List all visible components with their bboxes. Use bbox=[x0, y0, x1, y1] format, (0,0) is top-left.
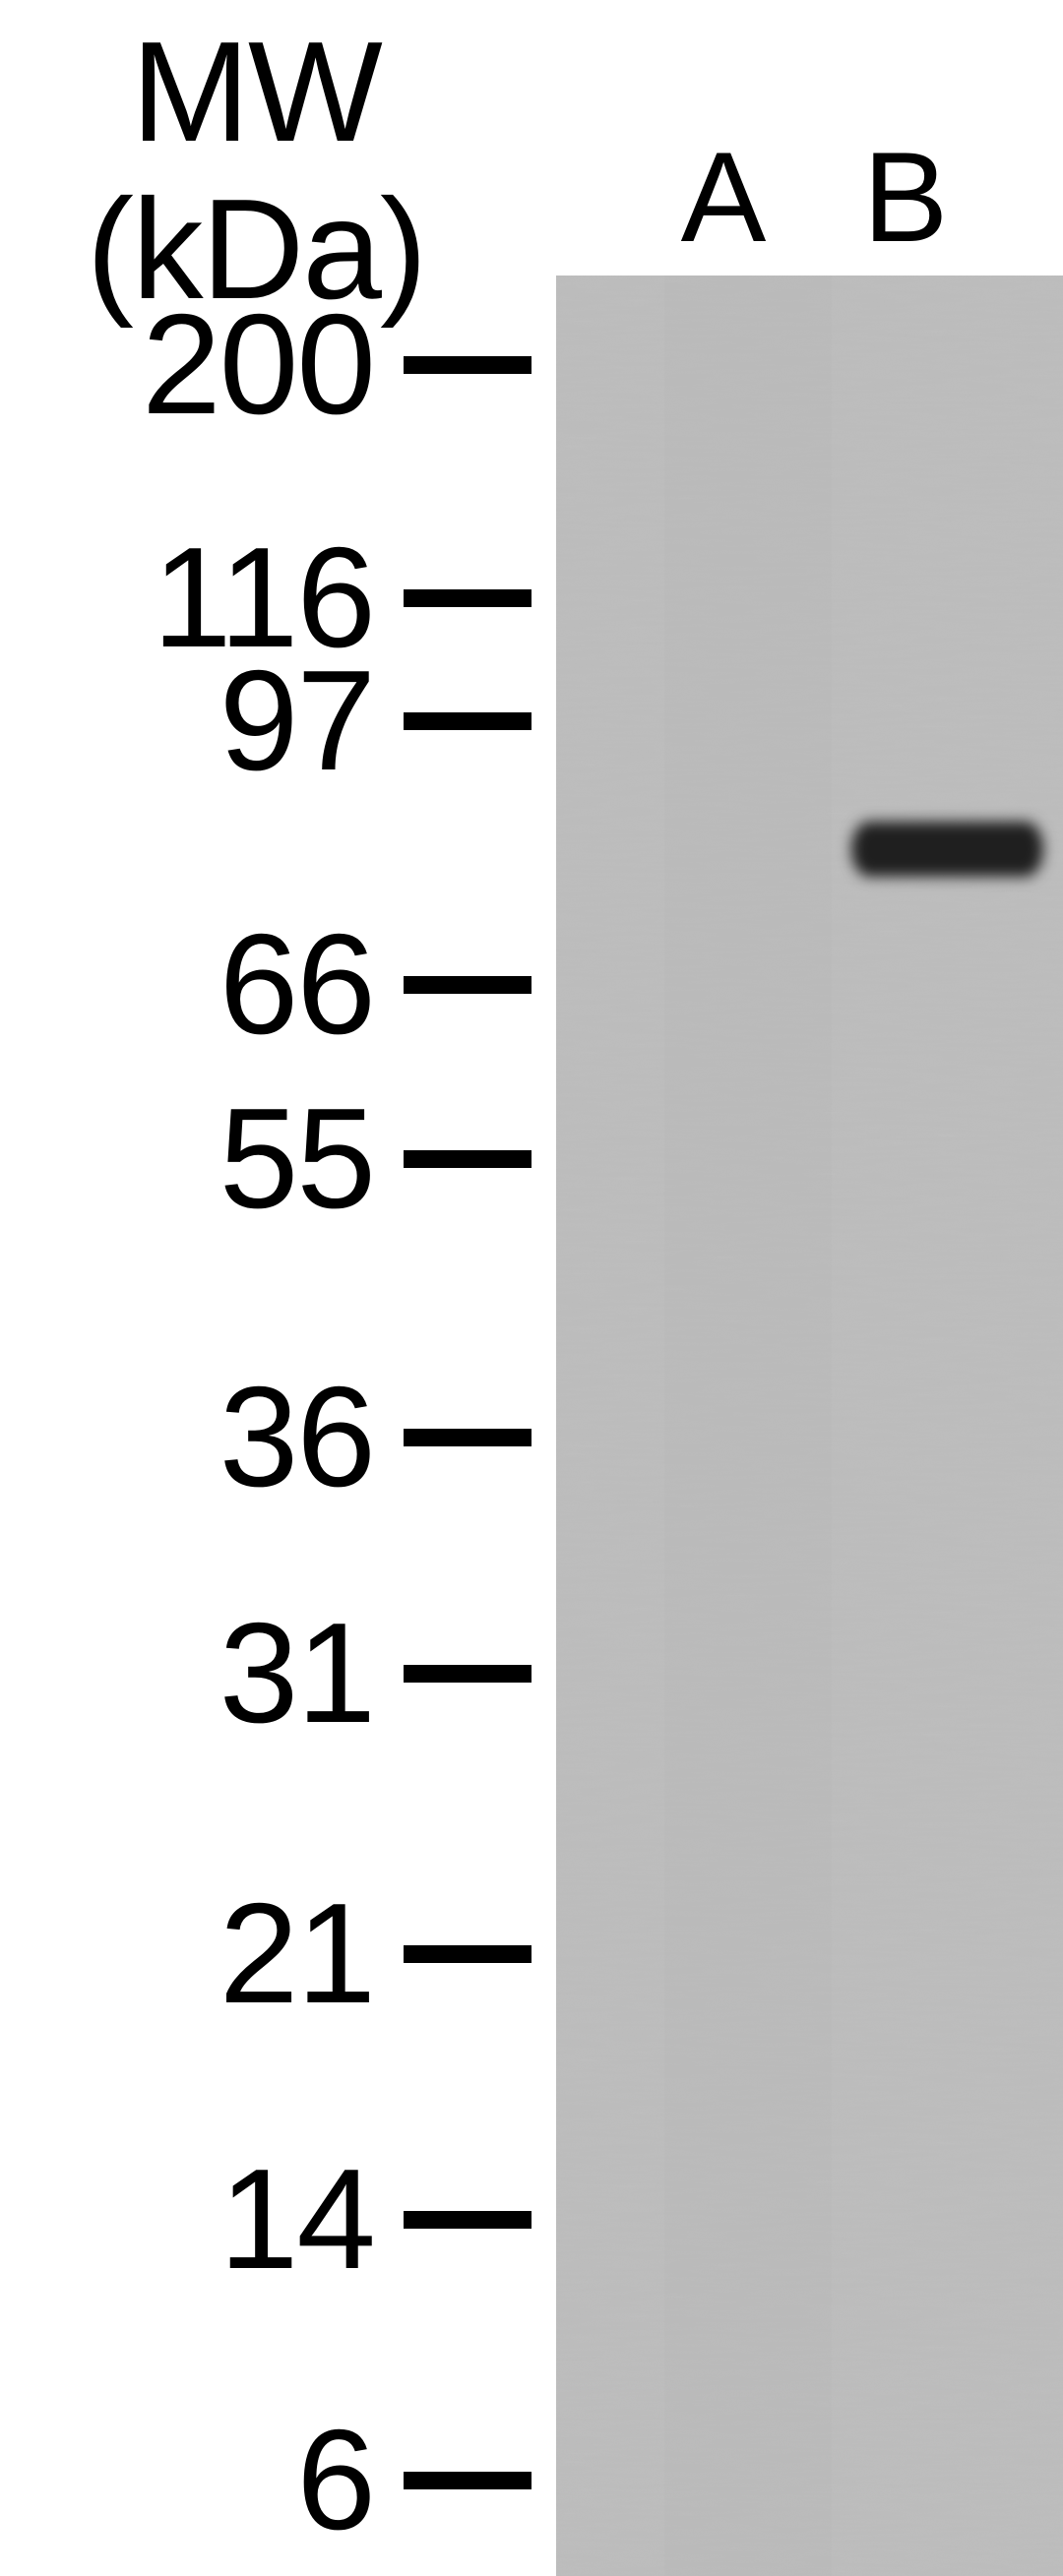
ladder-value: 97 bbox=[0, 649, 374, 792]
lane-a-tint bbox=[664, 276, 832, 2576]
figure-root: MW (kDa) A B 200116976655363121146 bbox=[0, 0, 1063, 2576]
ladder-value: 66 bbox=[0, 913, 374, 1056]
ladder-row: 21 bbox=[0, 1865, 551, 2043]
ladder-value: 21 bbox=[0, 1882, 374, 2025]
band-lane-b bbox=[851, 822, 1043, 877]
blot-membrane bbox=[556, 276, 1063, 2576]
ladder-value: 55 bbox=[0, 1087, 374, 1230]
lane-label-b: B bbox=[846, 123, 965, 271]
ladder-tick bbox=[404, 712, 532, 730]
ladder-tick bbox=[404, 1665, 532, 1683]
lane-b-tint bbox=[851, 276, 1038, 2576]
ladder-row: 6 bbox=[0, 2391, 551, 2569]
ladder-tick bbox=[404, 1429, 532, 1446]
ladder-value: 200 bbox=[0, 293, 374, 436]
lane-label-b-text: B bbox=[863, 125, 949, 269]
lane-label-a: A bbox=[664, 123, 782, 271]
ladder-tick bbox=[404, 1150, 532, 1168]
ladder-row: 200 bbox=[0, 276, 551, 454]
ladder-row: 55 bbox=[0, 1070, 551, 1248]
ladder-tick bbox=[404, 2472, 532, 2489]
ladder-row: 31 bbox=[0, 1584, 551, 1762]
ladder-value: 6 bbox=[0, 2409, 374, 2551]
lane-label-a-text: A bbox=[681, 125, 767, 269]
mw-ladder: 200116976655363121146 bbox=[0, 0, 551, 2576]
ladder-row: 36 bbox=[0, 1348, 551, 1526]
ladder-row: 66 bbox=[0, 895, 551, 1073]
ladder-tick bbox=[404, 976, 532, 994]
ladder-tick bbox=[404, 589, 532, 607]
ladder-tick bbox=[404, 356, 532, 374]
ladder-tick bbox=[404, 2211, 532, 2229]
ladder-row: 97 bbox=[0, 632, 551, 810]
ladder-tick bbox=[404, 1945, 532, 1963]
ladder-value: 31 bbox=[0, 1602, 374, 1745]
ladder-value: 36 bbox=[0, 1366, 374, 1508]
ladder-row: 14 bbox=[0, 2130, 551, 2308]
ladder-value: 14 bbox=[0, 2148, 374, 2291]
